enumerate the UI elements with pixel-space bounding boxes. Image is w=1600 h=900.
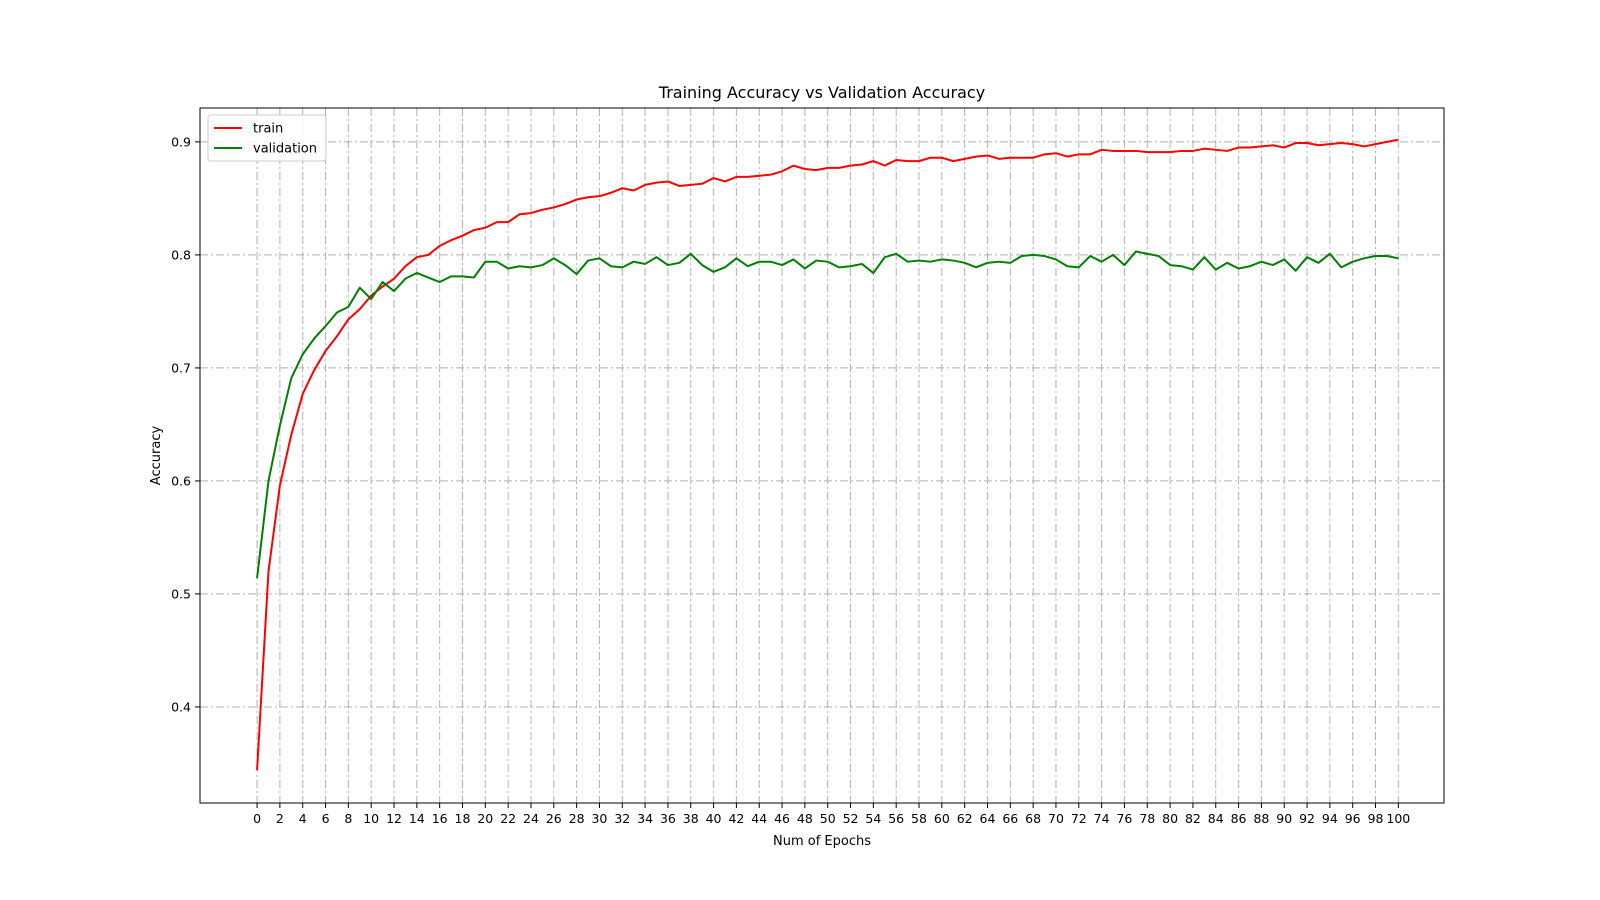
x-tick-label: 90 (1276, 811, 1292, 826)
x-tick-label: 38 (683, 811, 699, 826)
x-tick-label: 76 (1116, 811, 1132, 826)
x-tick-label: 6 (322, 811, 330, 826)
x-axis-ticks: 0 2 4 6 8 10 12 14 16 18 20 22 24 26 28 30 32 34 36 38 40 42 4… (253, 803, 1410, 826)
x-tick-label: 34 (637, 811, 653, 826)
y-axis-ticks: 0.4 0.5 0.6 0.7 0.8 0.9 (171, 134, 200, 714)
x-tick-label: 40 (706, 811, 722, 826)
x-tick-label: 2 (276, 811, 284, 826)
x-tick-label: 92 (1299, 811, 1315, 826)
x-tick-label: 4 (299, 811, 307, 826)
y-tick-label: 0.9 (171, 134, 191, 149)
x-tick-label: 24 (523, 811, 539, 826)
x-tick-label: 14 (409, 811, 425, 826)
x-tick-label: 26 (546, 811, 562, 826)
x-tick-label: 58 (911, 811, 927, 826)
x-tick-label: 60 (934, 811, 950, 826)
x-tick-label: 74 (1094, 811, 1110, 826)
x-tick-label: 86 (1231, 811, 1247, 826)
plot-area-frame (199, 107, 1445, 804)
x-tick-label: 0 (253, 811, 261, 826)
x-tick-label: 66 (1002, 811, 1018, 826)
legend: train validation (207, 114, 327, 162)
y-axis-label: Accuracy (149, 426, 164, 486)
x-tick-label: 88 (1253, 811, 1269, 826)
legend-validation-label: validation (253, 142, 317, 157)
grid (200, 108, 1444, 803)
y-tick-label: 0.4 (171, 699, 191, 714)
x-tick-label: 52 (843, 811, 859, 826)
x-tick-label: 64 (980, 811, 996, 826)
x-tick-label: 16 (432, 811, 448, 826)
x-axis-label: Num of Epochs (773, 834, 871, 849)
series-line-train (256, 138, 1399, 771)
y-tick-label: 0.5 (171, 586, 191, 601)
x-tick-label: 80 (1162, 811, 1178, 826)
legend-box (207, 114, 327, 162)
chart-title: Training Accuracy vs Validation Accuracy (658, 83, 985, 102)
x-tick-label: 50 (820, 811, 836, 826)
x-tick-label: 36 (660, 811, 676, 826)
x-tick-label: 56 (888, 811, 904, 826)
x-tick-label: 62 (957, 811, 973, 826)
x-tick-label: 96 (1345, 811, 1361, 826)
x-tick-label: 20 (477, 811, 493, 826)
x-tick-label: 70 (1048, 811, 1064, 826)
x-tick-label: 84 (1208, 811, 1224, 826)
y-tick-label: 0.6 (171, 473, 191, 488)
x-tick-label: 54 (865, 811, 881, 826)
x-tick-label: 28 (569, 811, 585, 826)
x-tick-label: 18 (455, 811, 471, 826)
y-tick-label: 0.8 (171, 247, 191, 262)
x-tick-label: 10 (363, 811, 379, 826)
x-tick-label: 12 (386, 811, 402, 826)
x-tick-label: 32 (614, 811, 630, 826)
x-tick-label: 48 (797, 811, 813, 826)
x-tick-label: 42 (728, 811, 744, 826)
x-tick-label: 30 (591, 811, 607, 826)
x-tick-label: 72 (1071, 811, 1087, 826)
y-tick-label: 0.7 (171, 360, 191, 375)
x-tick-label: 68 (1025, 811, 1041, 826)
x-tick-label: 82 (1185, 811, 1201, 826)
x-tick-label: 8 (344, 811, 352, 826)
x-tick-label: 94 (1322, 811, 1338, 826)
x-tick-label: 98 (1368, 811, 1384, 826)
legend-train-label: train (253, 122, 283, 137)
series-line-validation (256, 250, 1399, 579)
series-lines (256, 138, 1399, 771)
x-tick-label: 78 (1139, 811, 1155, 826)
x-tick-label: 22 (500, 811, 516, 826)
x-tick-label: 100 (1386, 811, 1410, 826)
x-tick-label: 46 (774, 811, 790, 826)
x-tick-label: 44 (751, 811, 767, 826)
